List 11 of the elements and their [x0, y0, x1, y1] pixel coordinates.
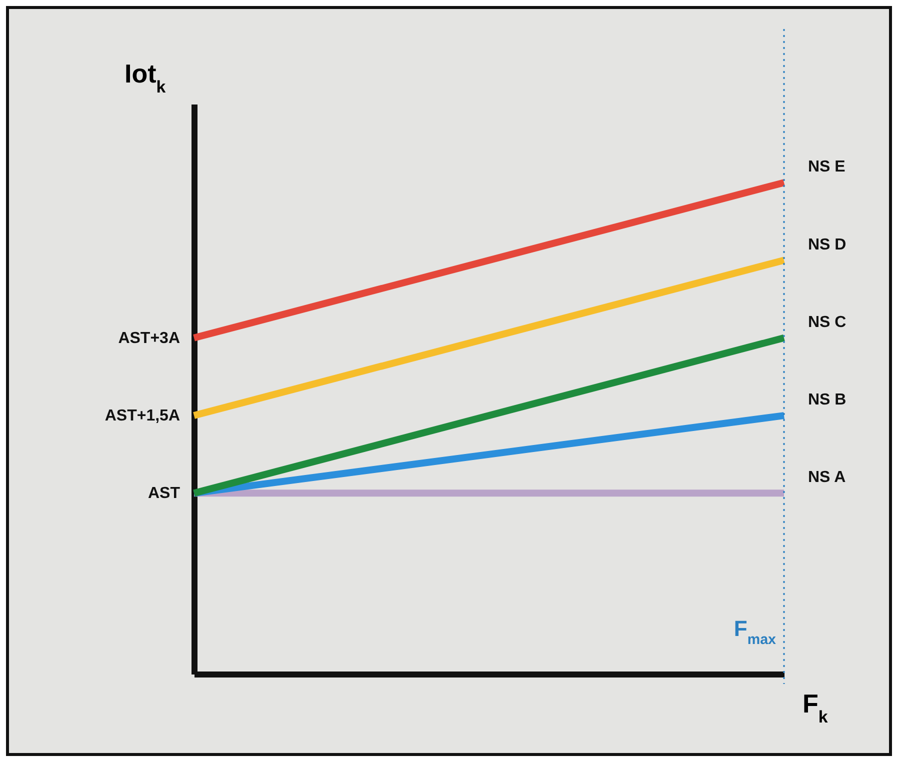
series-label: NS C [808, 314, 847, 331]
series-label: NS D [808, 236, 846, 254]
text: F$_{max}$ [734, 616, 776, 648]
series-label: NS B [808, 392, 846, 409]
y-axis-title: Iot$_{k}$ [124, 58, 166, 96]
annotation: AST+3A [118, 330, 180, 347]
annotation: AST [148, 485, 180, 502]
annotation: AST+1,5A [104, 408, 180, 425]
x-axis-title: F$_{k}$ [802, 688, 828, 726]
series-label: NS E [808, 158, 846, 176]
series-label: NS A [808, 469, 846, 486]
